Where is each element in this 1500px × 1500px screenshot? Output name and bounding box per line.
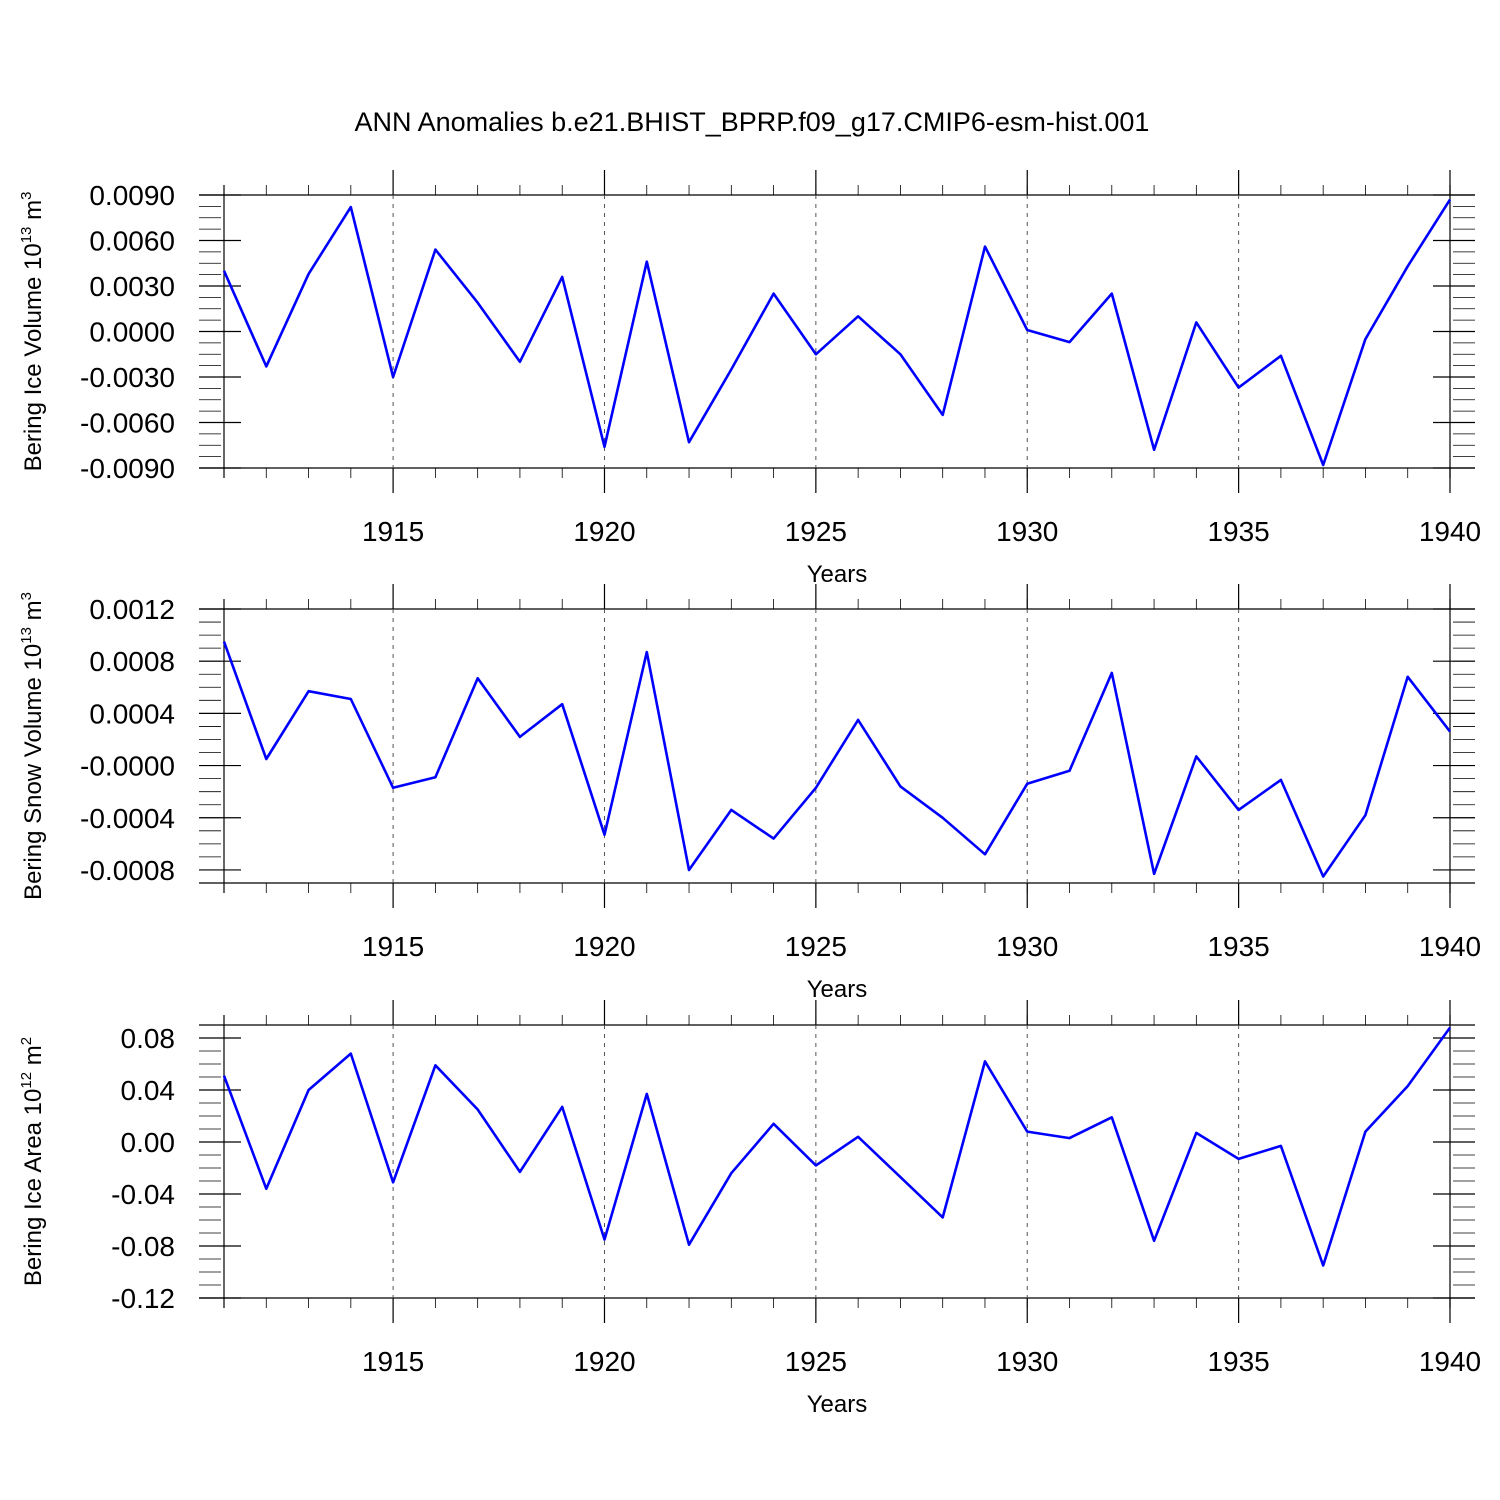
x-tick-label: 1915 <box>362 931 424 962</box>
x-tick-label: 1935 <box>1207 516 1269 547</box>
x-tick-label: 1925 <box>785 931 847 962</box>
y-axis-label: Bering Ice Area 1012 m2 <box>18 1037 47 1286</box>
y-tick-label: -0.0000 <box>80 751 175 782</box>
y-tick-label: -0.0008 <box>80 855 175 886</box>
y-tick-label: -0.0030 <box>80 362 175 393</box>
y-axis-label: Bering Snow Volume 1013 m3 <box>18 592 47 900</box>
y-tick-label: 0.0008 <box>89 646 175 677</box>
x-tick-label: 1920 <box>573 931 635 962</box>
x-tick-label: 1935 <box>1207 931 1269 962</box>
x-tick-label: 1925 <box>785 516 847 547</box>
x-tick-label: 1930 <box>996 931 1058 962</box>
x-tick-label: 1930 <box>996 516 1058 547</box>
panels: 0.0090 0.0060 0.0030 0.0000 -0.0030 -0.0060 -0… <box>18 170 1481 1418</box>
y-tick-label: 0.0060 <box>89 226 175 257</box>
series-line <box>222 198 1452 467</box>
x-axis-label: Years <box>807 976 868 1003</box>
x-tick-label: 1915 <box>362 516 424 547</box>
x-tick-label: 1920 <box>573 1346 635 1377</box>
y-tick-label: 0.08 <box>121 1023 176 1054</box>
x-tick-label: 1925 <box>785 1346 847 1377</box>
chart-panel-2: 0.0012 0.0008 0.0004 -0.0000 -0.0004 -0.0008 1… <box>18 584 1481 1003</box>
x-tick-label: 1940 <box>1419 516 1481 547</box>
x-axis-label: Years <box>807 561 868 588</box>
y-tick-label: -0.12 <box>111 1283 175 1314</box>
x-tick-label: 1915 <box>362 1346 424 1377</box>
chart-panel-1: 0.0090 0.0060 0.0030 0.0000 -0.0030 -0.0060 -0… <box>18 170 1481 588</box>
x-axis-label: Years <box>807 1391 868 1418</box>
x-tick-label: 1940 <box>1419 931 1481 962</box>
series-line <box>222 641 1452 878</box>
y-axis-label: Bering Ice Volume 1013 m3 <box>18 192 47 472</box>
x-tick-label: 1935 <box>1207 1346 1269 1377</box>
series-line <box>222 1026 1452 1267</box>
chart-panel-3: 0.08 0.04 0.00 -0.04 -0.08 -0.12 1915 1920 1925 1… <box>18 1000 1481 1418</box>
y-tick-label: 0.0012 <box>89 594 175 625</box>
y-tick-label: -0.0060 <box>80 408 175 439</box>
y-tick-label: 0.0030 <box>89 271 175 302</box>
x-tick-label: 1930 <box>996 1346 1058 1377</box>
y-tick-label: 0.0004 <box>89 698 175 729</box>
y-tick-label: 0.0090 <box>89 180 175 211</box>
y-tick-label: -0.08 <box>111 1231 175 1262</box>
y-tick-label: -0.04 <box>111 1179 175 1210</box>
y-tick-label: -0.0004 <box>80 803 175 834</box>
y-tick-label: 0.0000 <box>89 317 175 348</box>
x-tick-label: 1940 <box>1419 1346 1481 1377</box>
y-tick-label: -0.0090 <box>80 453 175 484</box>
chart-title: ANN Anomalies b.e21.BHIST_BPRP.f09_g17.C… <box>355 107 1150 137</box>
y-tick-label: 0.00 <box>121 1127 176 1158</box>
y-tick-label: 0.04 <box>121 1075 176 1106</box>
x-tick-label: 1920 <box>573 516 635 547</box>
